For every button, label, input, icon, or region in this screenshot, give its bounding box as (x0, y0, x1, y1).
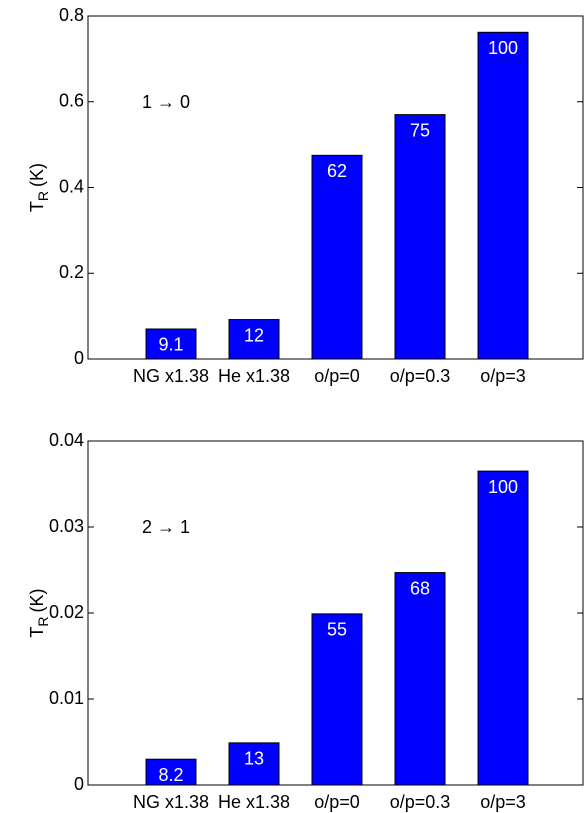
bar (311, 154, 363, 360)
x-tick-label: o/p=3 (480, 792, 526, 812)
y-label-sub: R (35, 191, 51, 201)
bar-label: 13 (244, 749, 264, 769)
bar-label: 8.2 (158, 765, 183, 785)
x-tick-label: He x1.38 (218, 366, 290, 386)
bar (228, 742, 280, 786)
y-label-main: T (27, 627, 47, 638)
y-tick-label: 0.04 (49, 430, 84, 450)
bar (477, 31, 529, 360)
bar-label: 62 (327, 161, 347, 181)
bar (394, 114, 446, 360)
x-tick-label: NG x1.38 (133, 366, 209, 386)
x-tick-label: He x1.38 (218, 792, 290, 812)
y-label-unit: (K) (27, 588, 47, 612)
annotation: 1 → 0 (142, 92, 190, 112)
y-tick-label: 0.02 (49, 602, 84, 622)
y-axis-label: TR (K) (27, 588, 51, 637)
y-tick-label: 0.2 (59, 262, 84, 282)
bar-label: 68 (410, 578, 430, 598)
bar-label: 9.1 (158, 335, 183, 355)
x-tick-label: o/p=0 (314, 792, 360, 812)
bar-label: 55 (327, 620, 347, 640)
x-tick-label: o/p=3 (480, 366, 526, 386)
bar-label: 12 (244, 325, 264, 345)
y-label-unit: (K) (27, 163, 47, 187)
bar (145, 328, 197, 360)
x-tick-label: o/p=0.3 (390, 366, 451, 386)
y-tick-label: 0 (74, 348, 84, 368)
bar (394, 572, 446, 786)
y-axis-label: TR (K) (27, 163, 51, 212)
x-tick-label: o/p=0.3 (390, 792, 451, 812)
bar-label: 75 (410, 120, 430, 140)
bar-label: 100 (488, 38, 518, 58)
bar (311, 613, 363, 786)
bar (228, 319, 280, 360)
y-tick-label: 0.03 (49, 516, 84, 536)
x-tick-label: NG x1.38 (133, 792, 209, 812)
bar (477, 470, 529, 786)
bar-label: 100 (488, 477, 518, 497)
y-label-sub: R (35, 616, 51, 626)
annotation: 2 → 1 (142, 517, 190, 537)
y-tick-label: 0.6 (59, 91, 84, 111)
x-tick-label: o/p=0 (314, 366, 360, 386)
y-tick-label: 0.01 (49, 688, 84, 708)
y-tick-label: 0 (74, 774, 84, 794)
y-tick-label: 0.4 (59, 176, 84, 196)
y-label-main: T (27, 201, 47, 212)
y-tick-label: 0.8 (59, 5, 84, 25)
